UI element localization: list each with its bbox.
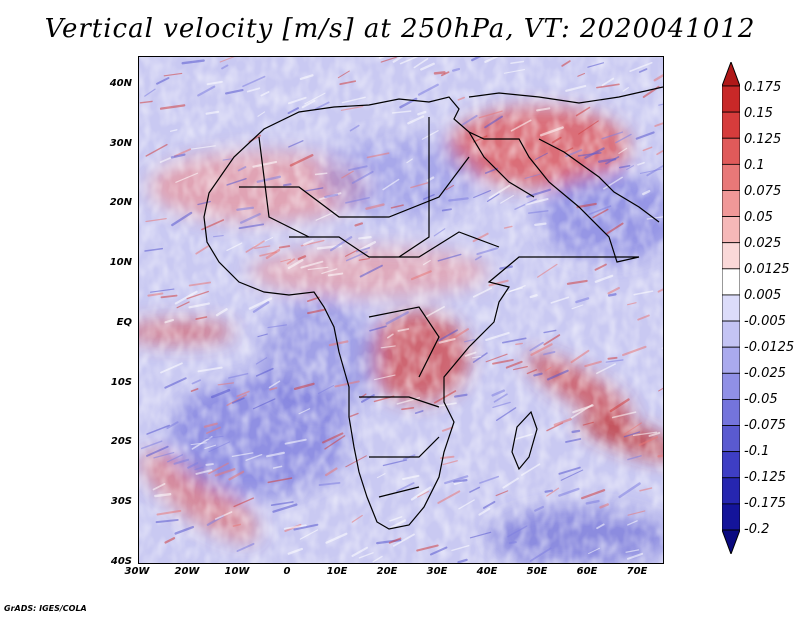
colorbar-label: -0.005 (744, 314, 786, 329)
x-tick-label-70e: 70E (626, 566, 648, 577)
y-tick-label-40n: 40N (109, 78, 132, 89)
y-tick-label-20n: 20N (109, 197, 132, 208)
y-tick-label-30n: 30N (109, 138, 132, 149)
colorbar-segment (722, 372, 740, 400)
x-tick-label-20e: 20E (376, 566, 398, 577)
colorbar-segment (722, 451, 740, 479)
colorbar-segment (722, 85, 740, 113)
colorbar-segment (722, 242, 740, 270)
x-tick-label-40e: 40E (476, 566, 498, 577)
colorbar-segment (722, 294, 740, 322)
y-tick-label-30s: 30S (110, 496, 132, 507)
y-tick-label-10s: 10S (110, 377, 132, 388)
coastlines (203, 86, 663, 530)
colorbar-label: -0.05 (744, 392, 778, 407)
colorbar-segment (722, 425, 740, 453)
colorbar-segment (722, 346, 740, 374)
map-title: Vertical velocity [m/s] at 250hPa, VT: 2… (44, 14, 756, 44)
colorbar-label: 0.1 (744, 158, 765, 173)
colorbar-label: 0.075 (744, 184, 782, 199)
colorbar-segment (722, 190, 740, 217)
colorbar-label: -0.125 (744, 470, 786, 485)
colorbar-label: 0.0125 (744, 262, 790, 277)
x-tick-label-10e: 10E (326, 566, 348, 577)
colorbar-segment (722, 268, 740, 296)
colorbar-label: -0.175 (744, 496, 786, 511)
colorbar-label: 0.025 (744, 236, 782, 251)
colorbar-label: 0.15 (744, 106, 773, 121)
colorbar-segment (722, 399, 740, 426)
colorbar-top-arrow (722, 62, 740, 87)
colorbar-segment (722, 503, 740, 531)
colorbar-label: 0.005 (744, 288, 782, 303)
colorbar-segment (722, 477, 740, 505)
x-tick-label-30e: 30E (426, 566, 448, 577)
colorbar-segment (722, 111, 740, 139)
x-tick-label-60e: 60E (576, 566, 598, 577)
y-tick-label-40s: 40S (110, 556, 132, 567)
colorbar-label: -0.075 (744, 418, 786, 433)
colorbar-label: 0.05 (744, 210, 773, 225)
colorbar-label: -0.2 (744, 522, 770, 537)
x-tick-label-50e: 50E (526, 566, 548, 577)
y-tick-label-10n: 10N (109, 257, 132, 268)
colorbar-segment (722, 163, 740, 191)
x-tick-label-30w: 30W (124, 566, 150, 577)
y-tick-label-20s: 20S (110, 436, 132, 447)
colorbar-label: -0.0125 (744, 340, 795, 355)
colorbar-segment (722, 137, 740, 165)
colorbar-segment (722, 320, 740, 348)
map-plot-area (138, 56, 664, 564)
y-tick-label-eq: EQ (116, 317, 132, 328)
colorbar-label: 0.175 (744, 80, 782, 95)
colorbar-label: -0.1 (744, 444, 770, 459)
colorbar (722, 62, 740, 554)
credit-text: GrADS: IGES/COLA (4, 604, 87, 613)
colorbar-bottom-arrow (722, 529, 740, 554)
x-tick-label-20w: 20W (174, 566, 200, 577)
x-tick-label-10w: 10W (224, 566, 250, 577)
x-tick-label-0: 0 (283, 566, 291, 577)
vertical-velocity-field (139, 57, 663, 563)
colorbar-segment (722, 216, 740, 244)
colorbar-label: 0.125 (744, 132, 782, 147)
colorbar-label: -0.025 (744, 366, 786, 381)
